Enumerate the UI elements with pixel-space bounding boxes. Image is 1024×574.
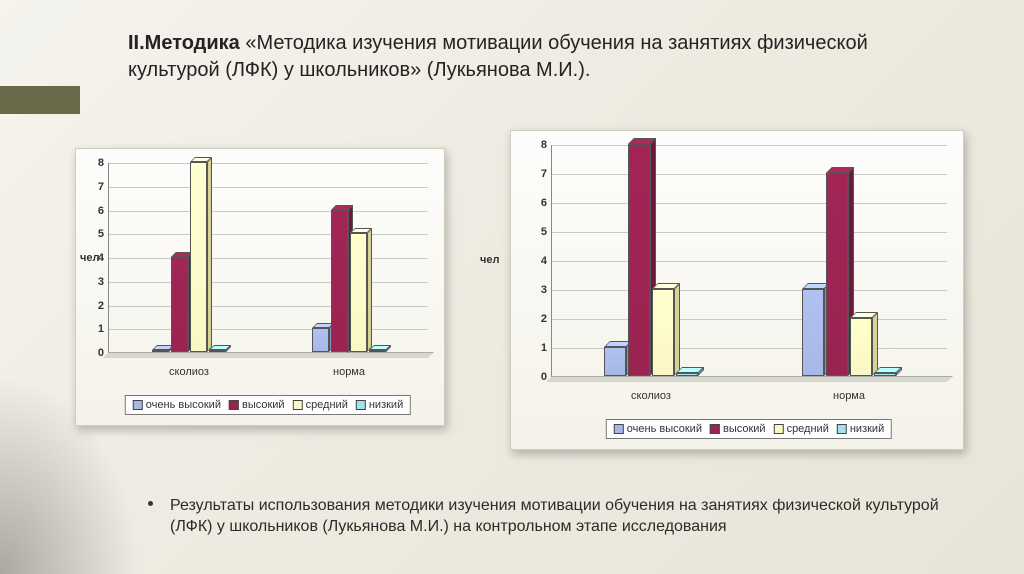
y-tick-label: 0	[541, 371, 552, 383]
y-tick-label: 0	[98, 347, 109, 359]
y-tick-label: 3	[541, 284, 552, 296]
title-prefix: II.Методика	[128, 32, 245, 54]
gridline	[552, 232, 947, 233]
gridline	[552, 145, 947, 146]
legend-item: высокий	[710, 423, 766, 435]
legend-swatch	[133, 400, 143, 410]
y-tick-label: 2	[541, 313, 552, 325]
slide-title: II.Методика «Методика изучения мотивации…	[128, 30, 924, 84]
bar	[850, 318, 872, 376]
legend-swatch	[229, 400, 239, 410]
bar	[331, 210, 348, 353]
y-tick-label: 2	[98, 300, 109, 312]
bar	[209, 350, 226, 352]
x-tick-label: сколиоз	[631, 376, 671, 402]
y-tick-label: 8	[541, 139, 552, 151]
y-tick-label: 3	[98, 276, 109, 288]
y-tick-label: 6	[98, 205, 109, 217]
chart-panel-left: 012345678сколиознорма чел очень высокий выс…	[75, 148, 445, 426]
legend: очень высокий высокий средний низкий	[125, 395, 411, 415]
gridline	[109, 211, 428, 212]
y-tick-label: 1	[541, 342, 552, 354]
accent-bar	[0, 86, 80, 114]
legend-item: низкий	[837, 423, 884, 435]
plot-area: 012345678сколиознорма	[108, 163, 428, 353]
gridline	[552, 261, 947, 262]
bar	[802, 289, 824, 376]
legend-swatch	[293, 400, 303, 410]
gridline	[552, 174, 947, 175]
plot-area: 012345678сколиознорма	[551, 145, 947, 377]
y-tick-label: 1	[98, 323, 109, 335]
bar	[874, 373, 896, 376]
y-axis-label: чел	[80, 252, 100, 264]
bullet-icon	[148, 501, 153, 506]
x-tick-label: сколиоз	[169, 352, 209, 378]
gridline	[109, 187, 428, 188]
gridline	[109, 234, 428, 235]
y-tick-label: 6	[541, 197, 552, 209]
gridline	[552, 319, 947, 320]
bar	[369, 350, 386, 352]
y-tick-label: 7	[541, 168, 552, 180]
legend-swatch	[837, 424, 847, 434]
bar	[312, 328, 329, 352]
bar	[652, 289, 674, 376]
gridline	[109, 306, 428, 307]
legend-item: средний	[293, 399, 348, 411]
legend-swatch	[710, 424, 720, 434]
bar	[190, 162, 207, 352]
y-tick-label: 7	[98, 181, 109, 193]
legend-swatch	[774, 424, 784, 434]
x-tick-label: норма	[333, 352, 365, 378]
caption: Результаты использования методики изучен…	[170, 495, 944, 538]
plot-floor	[546, 376, 953, 382]
gridline	[552, 290, 947, 291]
plot-floor	[103, 352, 434, 358]
gridline	[109, 329, 428, 330]
bar	[152, 350, 169, 352]
x-tick-label: норма	[833, 376, 865, 402]
bar	[826, 173, 848, 376]
bar	[171, 257, 188, 352]
y-tick-label: 4	[541, 255, 552, 267]
legend-item: средний	[774, 423, 829, 435]
legend-item: очень высокий	[614, 423, 702, 435]
bar	[628, 144, 650, 376]
legend-item: высокий	[229, 399, 285, 411]
legend-item: низкий	[356, 399, 403, 411]
bar	[350, 233, 367, 352]
legend: очень высокий высокий средний низкий	[606, 419, 892, 439]
legend-swatch	[356, 400, 366, 410]
y-tick-label: 5	[541, 226, 552, 238]
gridline	[109, 163, 428, 164]
gridline	[109, 282, 428, 283]
gridline	[109, 258, 428, 259]
y-axis-label: чел	[480, 254, 500, 266]
bar	[604, 347, 626, 376]
gridline	[552, 203, 947, 204]
chart-panel-right: 012345678сколиознормаочень высокийвысоки…	[510, 130, 964, 450]
legend-item: очень высокий	[133, 399, 221, 411]
y-tick-label: 5	[98, 228, 109, 240]
legend-swatch	[614, 424, 624, 434]
bar	[676, 373, 698, 376]
caption-text: Результаты использования методики изучен…	[170, 497, 939, 536]
y-tick-label: 8	[98, 157, 109, 169]
